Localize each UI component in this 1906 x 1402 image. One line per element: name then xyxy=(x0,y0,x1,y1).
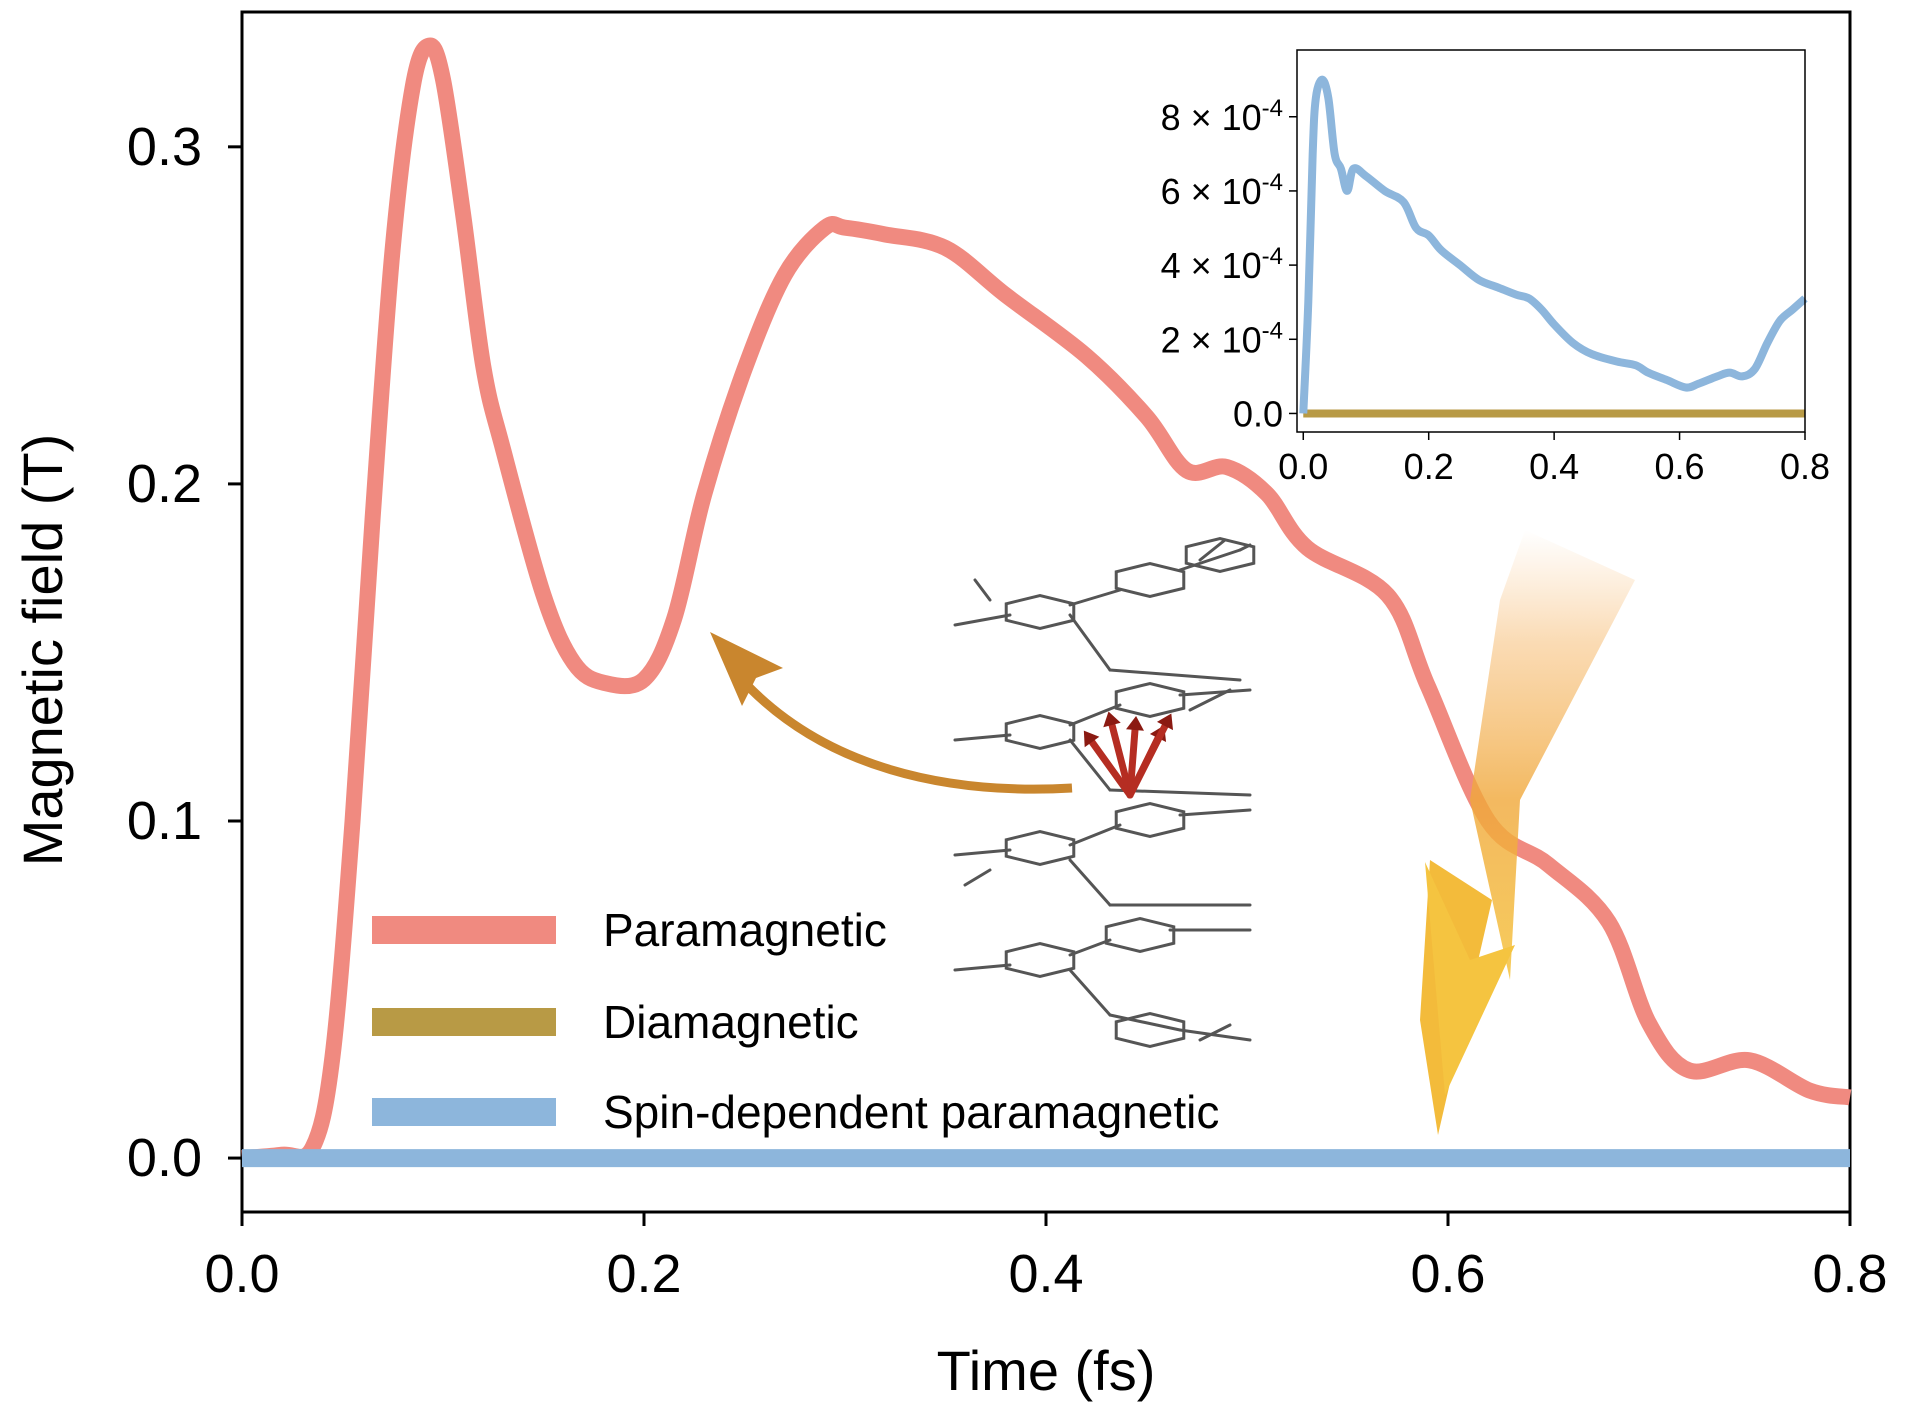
main-x-axis-label: Time (fs) xyxy=(937,1339,1156,1402)
inset-x-tick-label: 0.6 xyxy=(1655,446,1705,487)
main-x-tick-label: 0.2 xyxy=(606,1244,681,1304)
main-y-tick-label: 0.3 xyxy=(127,117,202,177)
inset-series-group xyxy=(1299,75,1808,418)
inset-y-tick-label: 0.0 xyxy=(1233,393,1283,434)
main-x-tick-label: 0.8 xyxy=(1812,1244,1887,1304)
molecule-ring xyxy=(1004,713,1076,751)
curved-arrow-icon xyxy=(710,632,1073,794)
molecule-bond xyxy=(1068,938,1112,957)
inset-plot-background xyxy=(1297,50,1805,432)
molecule-bond xyxy=(1178,808,1252,817)
molecule-bond xyxy=(1068,968,1112,1017)
molecule-ring xyxy=(1114,1011,1186,1049)
molecule-ring xyxy=(1004,941,1076,979)
inset-y-tick-label: 6 × 10-4 xyxy=(1161,169,1283,212)
molecule-bond xyxy=(1188,688,1232,712)
molecule-bond xyxy=(1198,538,1227,562)
main-x-tick-label: 0.6 xyxy=(1410,1244,1485,1304)
molecule-ring xyxy=(1004,593,1076,631)
spin-arrow-head xyxy=(1103,711,1121,728)
spin-arrow-shaft xyxy=(1126,726,1139,799)
molecule-ring xyxy=(1114,681,1186,719)
lightning-bolt-icon xyxy=(1420,530,1635,1135)
molecule-bond xyxy=(953,848,1012,857)
main-y-tick-label: 0.2 xyxy=(127,454,202,514)
main-y-axis-label: Magnetic field (T) xyxy=(11,434,74,867)
molecule-bond xyxy=(973,578,992,602)
molecule-ring xyxy=(1184,536,1256,574)
molecule-bond xyxy=(1068,738,1112,792)
molecule-bond xyxy=(1068,823,1122,847)
spin-arrow-head xyxy=(1083,730,1100,748)
molecule-bond xyxy=(1238,543,1252,552)
molecule-bond xyxy=(963,868,992,887)
inset-y-tick-label: 4 × 10-4 xyxy=(1161,243,1283,286)
main-y-tick-label: 0.1 xyxy=(127,791,202,851)
inset-x-tick-label: 0.2 xyxy=(1404,446,1454,487)
legend-label-paramagnetic: Paramagnetic xyxy=(603,904,887,956)
main-x-axis: 0.0 0.2 0.4 0.6 0.8 xyxy=(204,1212,1888,1304)
legend-label-diamagnetic: Diamagnetic xyxy=(603,996,859,1048)
inset-x-axis: 0.0 0.2 0.4 0.6 0.8 xyxy=(1278,432,1830,487)
molecule-ring xyxy=(1114,561,1186,599)
spin-arrow-head xyxy=(1126,716,1144,731)
inset-x-tick-label: 0.8 xyxy=(1780,446,1830,487)
spin-arrow-shaft xyxy=(1126,722,1169,799)
molecule-bond xyxy=(1068,613,1112,672)
inset-series-spin-dependent xyxy=(1299,75,1808,414)
molecule-bond xyxy=(1178,688,1252,697)
molecule-bond xyxy=(1108,1013,1182,1032)
molecule-bond xyxy=(953,733,1012,742)
legend-item-diamagnetic: Diamagnetic xyxy=(372,996,859,1048)
molecule-bond xyxy=(1068,588,1122,607)
main-x-tick-label: 0.0 xyxy=(204,1244,279,1304)
molecule-ring xyxy=(1104,916,1176,954)
molecule-bond xyxy=(953,613,1012,627)
legend-item-paramagnetic: Paramagnetic xyxy=(372,904,887,956)
main-y-axis: 0.0 0.1 0.2 0.3 xyxy=(127,117,242,1188)
inset-x-tick-label: 0.4 xyxy=(1529,446,1579,487)
inset-y-axis: 0.0 2 × 10-4 4 × 10-4 6 × 10-4 8 × 10-4 xyxy=(1161,95,1297,434)
molecule-ring xyxy=(1114,801,1186,839)
molecule-bond xyxy=(1108,668,1242,682)
molecule-bond xyxy=(1068,703,1122,727)
molecule-bond xyxy=(1178,548,1242,572)
legend: Paramagnetic Diamagnetic Spin-dependent … xyxy=(372,904,1219,1138)
main-x-tick-label: 0.4 xyxy=(1008,1244,1083,1304)
main-y-tick-label: 0.0 xyxy=(127,1128,202,1188)
legend-label-spin-dependent: Spin-dependent paramagnetic xyxy=(603,1086,1219,1138)
spin-arrow-shaft xyxy=(1108,721,1134,799)
legend-item-spin-dependent: Spin-dependent paramagnetic xyxy=(372,1086,1219,1138)
helical-molecule-illustration xyxy=(953,536,1256,1049)
inset-x-tick-label: 0.0 xyxy=(1278,446,1328,487)
molecule-bond xyxy=(1198,1023,1232,1042)
spin-arrows-icon xyxy=(1083,711,1174,799)
inset-plot-frame xyxy=(1296,49,1806,433)
inset-plot: 0.0 0.2 0.4 0.6 0.8 0.0 2 × 10-4 4 × 10-4 6 × 1… xyxy=(1161,49,1830,487)
inset-y-tick-label: 8 × 10-4 xyxy=(1161,95,1283,138)
spin-arrow-shaft xyxy=(1088,738,1134,799)
molecule-bond xyxy=(953,963,1012,972)
molecule-bond xyxy=(1178,1028,1252,1042)
inset-y-tick-label: 2 × 10-4 xyxy=(1161,317,1283,360)
molecule-bond xyxy=(1068,858,1112,907)
spin-arrow-head xyxy=(1156,713,1174,731)
molecule-ring xyxy=(1004,829,1076,867)
